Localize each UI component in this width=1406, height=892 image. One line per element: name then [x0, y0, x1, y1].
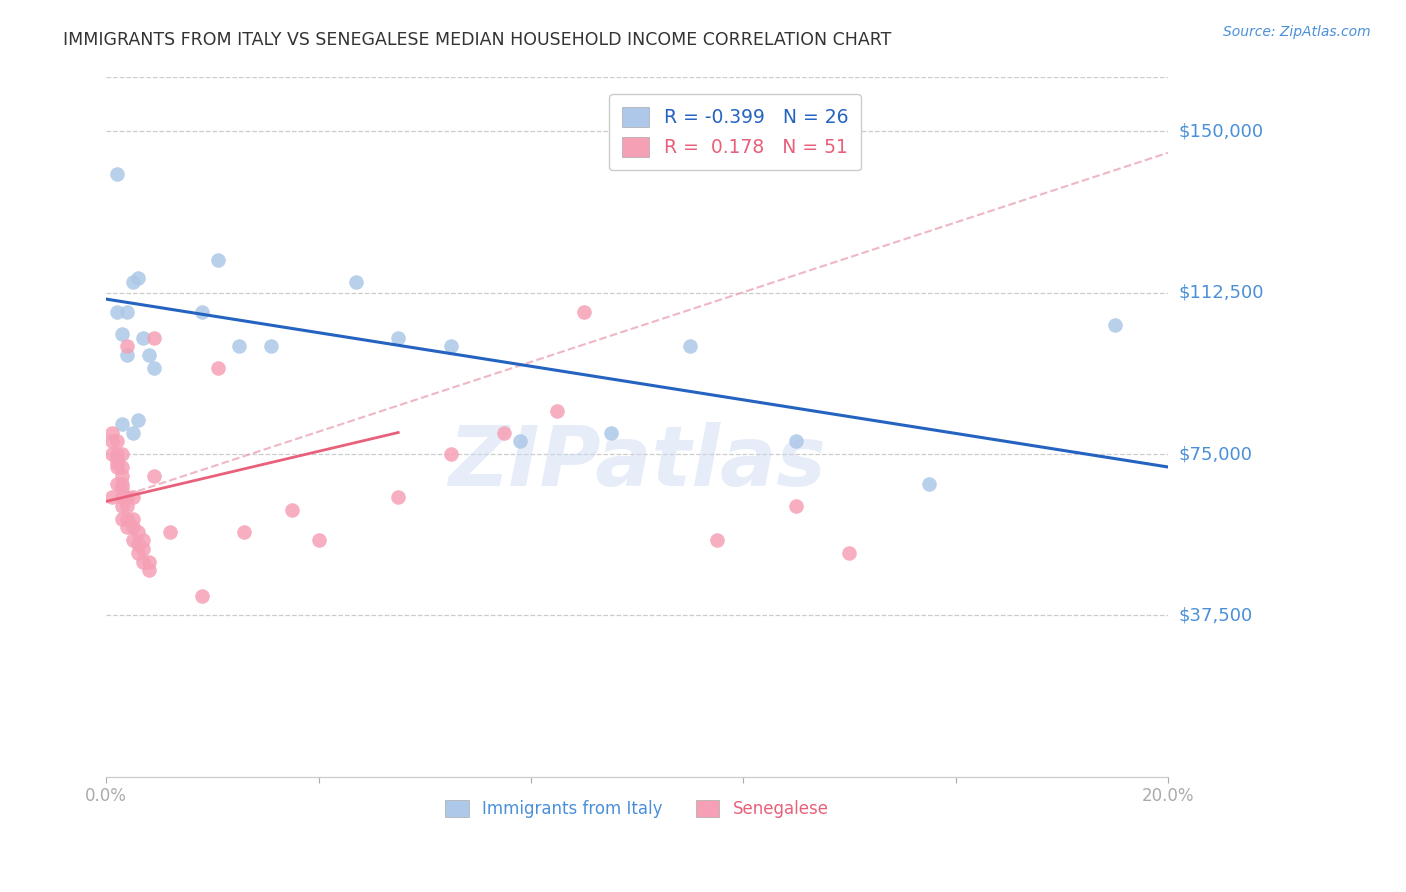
Point: [127, 270, 149, 285]
Point: [105, 456, 128, 470]
Legend: Immigrants from Italy, Senegalese: Immigrants from Italy, Senegalese: [439, 793, 835, 824]
Point: [785, 499, 807, 513]
Point: [117, 339, 139, 353]
Point: [509, 434, 531, 449]
Point: [105, 451, 128, 466]
Point: [494, 425, 516, 440]
Point: [599, 425, 621, 440]
Point: [138, 563, 160, 577]
Point: [281, 503, 304, 517]
Point: [121, 425, 143, 440]
Point: [132, 555, 155, 569]
Point: [127, 546, 149, 560]
Point: [572, 305, 595, 319]
Point: [138, 555, 160, 569]
Point: [111, 468, 134, 483]
Point: [132, 331, 155, 345]
Point: [105, 460, 128, 475]
Point: [111, 482, 134, 496]
Text: $112,500: $112,500: [1180, 284, 1264, 301]
Point: [440, 447, 463, 461]
Point: [440, 339, 463, 353]
Point: [387, 331, 409, 345]
Point: [117, 490, 139, 504]
Text: ZIPatlas: ZIPatlas: [449, 422, 825, 502]
Point: [117, 348, 139, 362]
Point: [117, 305, 139, 319]
Point: [111, 460, 134, 475]
Point: [121, 490, 143, 504]
Point: [679, 339, 702, 353]
Point: [121, 533, 143, 548]
Point: [138, 348, 160, 362]
Point: [100, 490, 122, 504]
Point: [344, 275, 367, 289]
Point: [117, 499, 139, 513]
Point: [706, 533, 728, 548]
Point: [100, 447, 122, 461]
Point: [143, 361, 166, 376]
Point: [191, 589, 214, 603]
Point: [838, 546, 860, 560]
Point: [143, 468, 166, 483]
Point: [785, 434, 807, 449]
Point: [105, 477, 128, 491]
Point: [127, 412, 149, 426]
Point: [117, 511, 139, 525]
Point: [100, 425, 122, 440]
Point: [546, 404, 568, 418]
Point: [111, 490, 134, 504]
Point: [121, 511, 143, 525]
Point: [228, 339, 250, 353]
Point: [121, 275, 143, 289]
Point: [233, 524, 256, 539]
Point: [105, 167, 128, 181]
Point: [207, 361, 229, 376]
Point: [127, 524, 149, 539]
Point: [111, 447, 134, 461]
Text: $37,500: $37,500: [1180, 607, 1253, 624]
Point: [117, 520, 139, 534]
Point: [121, 520, 143, 534]
Point: [105, 447, 128, 461]
Point: [143, 331, 166, 345]
Point: [132, 533, 155, 548]
Point: [111, 417, 134, 431]
Point: [918, 477, 941, 491]
Point: [127, 537, 149, 551]
Point: [308, 533, 330, 548]
Point: [191, 305, 214, 319]
Point: [111, 499, 134, 513]
Point: [260, 339, 283, 353]
Point: [100, 434, 122, 449]
Text: Source: ZipAtlas.com: Source: ZipAtlas.com: [1223, 25, 1371, 39]
Point: [111, 511, 134, 525]
Point: [105, 305, 128, 319]
Point: [111, 326, 134, 341]
Point: [387, 490, 409, 504]
Point: [132, 541, 155, 556]
Point: [1104, 318, 1126, 332]
Point: [111, 477, 134, 491]
Text: IMMIGRANTS FROM ITALY VS SENEGALESE MEDIAN HOUSEHOLD INCOME CORRELATION CHART: IMMIGRANTS FROM ITALY VS SENEGALESE MEDI…: [63, 31, 891, 49]
Point: [159, 524, 181, 539]
Text: $150,000: $150,000: [1180, 122, 1264, 140]
Point: [105, 434, 128, 449]
Text: $75,000: $75,000: [1180, 445, 1253, 463]
Point: [207, 253, 229, 268]
